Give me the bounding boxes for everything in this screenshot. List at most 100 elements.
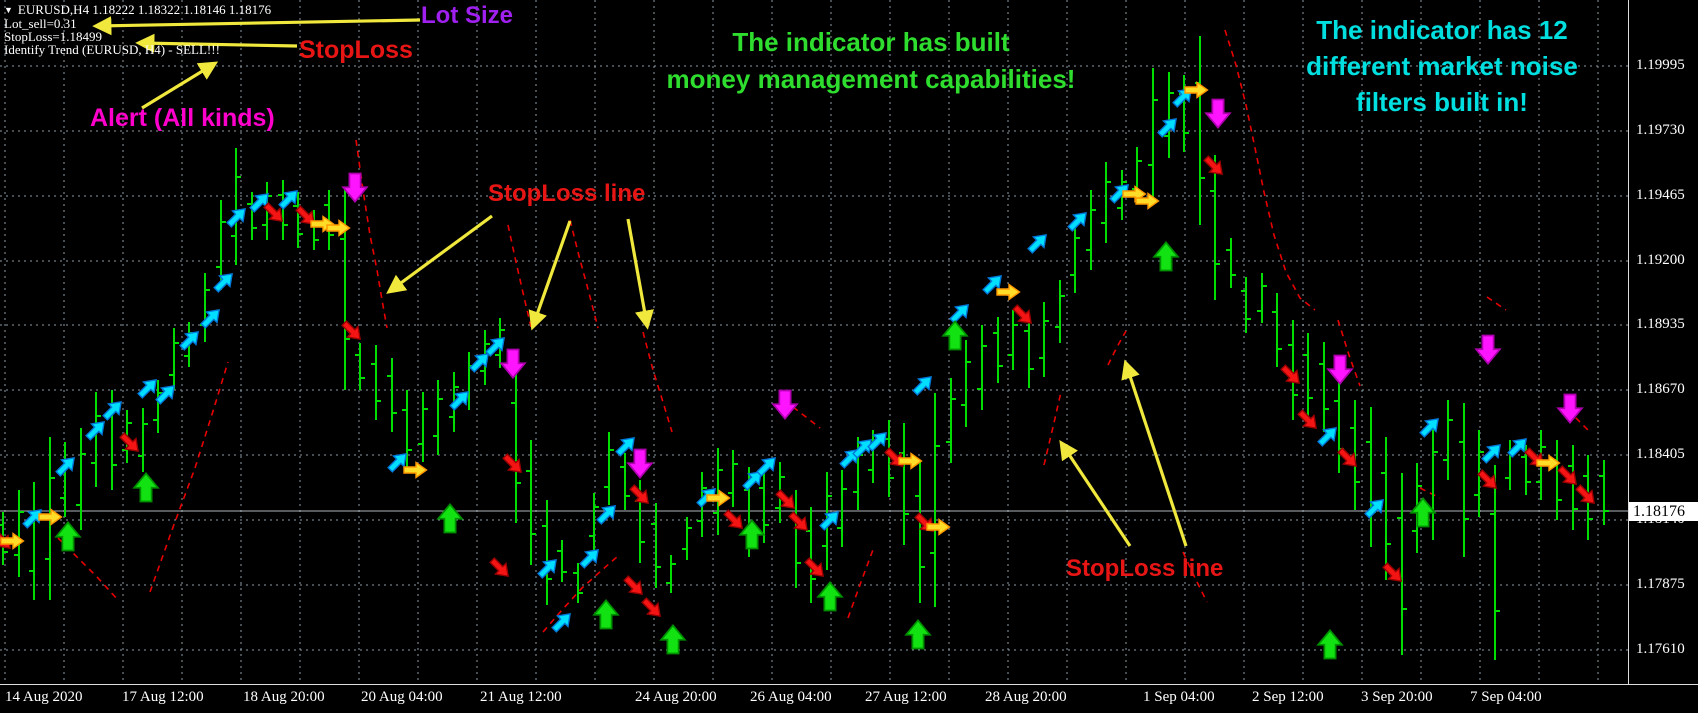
price-bar <box>620 453 630 510</box>
stoploss-trail-line <box>1337 319 1361 387</box>
sell-signal-arrow <box>641 597 661 617</box>
continue-signal-arrow <box>38 508 63 526</box>
chevron-down-icon[interactable]: ▼ <box>4 5 13 15</box>
buy-signal-arrow <box>200 309 220 329</box>
sell-signal-arrow <box>263 202 283 222</box>
price-bar <box>1366 407 1376 547</box>
price-bar <box>977 325 987 410</box>
sell-signal-arrow <box>341 320 361 340</box>
price-axis-label: 1.19465 <box>1636 187 1685 203</box>
buy-signal-arrow <box>982 275 1002 295</box>
time-axis-label: 26 Aug 04:00 <box>750 689 832 705</box>
price-bar <box>1241 277 1251 333</box>
buy-signal-arrow <box>596 505 616 525</box>
buy-signal-arrow <box>819 511 839 531</box>
buy-signal-arrow <box>137 379 157 399</box>
price-bar <box>371 345 381 420</box>
stoploss-trail-line <box>792 406 821 429</box>
time-axis-label: 14 Aug 2020 <box>5 689 83 705</box>
price-axis-label: 1.18405 <box>1636 446 1685 462</box>
price-bar <box>216 200 226 290</box>
time-axis-label: 21 Aug 12:00 <box>480 689 562 705</box>
price-axis-label: 1.18935 <box>1636 316 1685 332</box>
strong-buy-signal-arrow <box>54 521 82 552</box>
price-bar <box>1024 312 1034 388</box>
price-bar <box>837 470 847 547</box>
price-bar <box>915 460 925 603</box>
sell-signal-arrow <box>723 509 743 529</box>
price-bar <box>557 540 567 582</box>
buy-signal-arrow <box>449 391 469 411</box>
indicator-trend-alert-text: Identify Trend (EURUSD, H4) - SELL!!! <box>4 42 220 57</box>
strong-buy-signal-arrow <box>738 519 766 550</box>
sell-signal-arrow <box>1477 469 1497 489</box>
annotation-lot-size[interactable]: Lot Size <box>421 2 514 29</box>
price-bar <box>542 500 552 605</box>
price-bar <box>1599 460 1609 525</box>
price-bar <box>526 440 536 565</box>
annotation-money-management[interactable]: The indicator has built money management … <box>666 27 1076 94</box>
price-bar <box>1070 220 1080 293</box>
buy-signal-arrow <box>1027 234 1047 254</box>
buy-signal-arrow <box>155 385 175 405</box>
sell-signal-arrow <box>1280 364 1300 384</box>
price-bar <box>651 503 661 588</box>
time-axis-label: 18 Aug 20:00 <box>243 689 325 705</box>
price-bar <box>961 340 971 427</box>
price-axis-label: 1.17875 <box>1636 576 1685 592</box>
price-bar <box>340 188 350 390</box>
price-bar <box>573 563 583 603</box>
buy-signal-arrow <box>1317 427 1337 447</box>
stoploss-trail-line <box>847 546 875 619</box>
buy-signal-arrow <box>179 331 199 351</box>
sell-signal-arrow <box>295 205 315 225</box>
annotation-pointer-arrow <box>1059 440 1132 547</box>
annotation-noise-filters[interactable]: The indicator has 12 different market noi… <box>1306 15 1578 117</box>
annotation-alert[interactable]: Alert (All kinds) <box>90 104 275 132</box>
buy-signal-arrow <box>469 353 489 373</box>
strong-sell-signal-arrow <box>626 448 654 479</box>
buy-signal-arrow <box>1507 438 1527 458</box>
strong-sell-signal-arrow <box>1326 354 1354 385</box>
sell-signal-arrow <box>489 557 509 577</box>
buy-signal-arrow <box>1481 444 1501 464</box>
price-bar <box>604 432 614 505</box>
price-bar <box>355 343 365 390</box>
price-bar <box>1257 273 1267 323</box>
buy-signal-arrow <box>615 437 635 457</box>
price-bar <box>293 192 303 248</box>
sell-signal-arrow <box>119 432 139 452</box>
price-bar <box>1164 72 1174 158</box>
indicator-lot-text: Lot_sell=0.31 <box>4 16 77 31</box>
price-bar <box>589 493 599 550</box>
price-bar <box>433 380 443 455</box>
buy-signal-arrow <box>1364 499 1384 519</box>
buy-signal-arrow <box>1419 418 1439 438</box>
stoploss-trail-line <box>1182 551 1208 603</box>
strong-buy-signal-arrow <box>132 472 160 503</box>
indicator-stoploss-text: StopLoss=1.18499 <box>4 29 102 44</box>
annotation-stoploss-line-2[interactable]: StopLoss line <box>1066 555 1224 582</box>
price-axis-label: 1.19200 <box>1636 252 1685 268</box>
strong-sell-signal-arrow <box>1474 334 1502 365</box>
annotation-pointer-arrow <box>141 61 219 110</box>
time-axis-separator <box>0 684 1698 685</box>
price-axis-label: 1.18670 <box>1636 381 1685 397</box>
price-axis-label: 1.19995 <box>1636 57 1685 73</box>
strong-sell-signal-arrow <box>341 172 369 203</box>
price-bar <box>231 148 241 265</box>
buy-signal-arrow <box>387 453 407 473</box>
price-bar <box>511 363 521 523</box>
price-bar <box>1148 68 1158 197</box>
price-bar <box>29 482 39 600</box>
annotation-stoploss[interactable]: StopLoss <box>299 36 413 64</box>
price-bar <box>1055 280 1065 343</box>
annotation-pointer-arrow <box>1121 359 1188 547</box>
strong-buy-signal-arrow <box>904 619 932 650</box>
annotation-stoploss-line-1[interactable]: StopLoss line <box>488 180 646 207</box>
sell-signal-arrow <box>788 511 808 531</box>
continue-signal-arrow <box>326 219 351 237</box>
buy-signal-arrow <box>485 337 505 357</box>
buy-signal-arrow <box>742 471 762 491</box>
